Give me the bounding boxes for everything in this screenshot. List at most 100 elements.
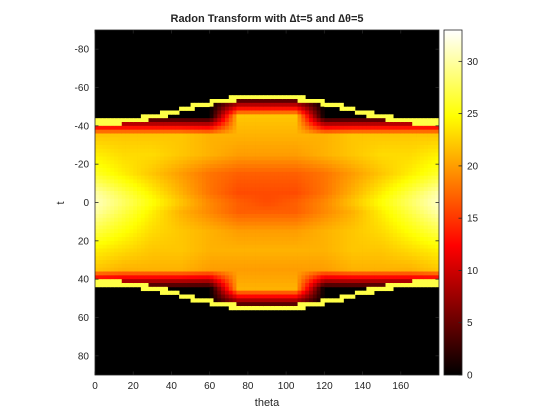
heat-cell — [435, 210, 439, 215]
heat-cell — [217, 110, 222, 115]
heat-cell — [347, 171, 352, 177]
heat-cell — [221, 152, 226, 157]
heat-cell — [427, 168, 432, 173]
heat-cell — [205, 217, 211, 223]
heat-cell — [228, 214, 233, 219]
heat-cell — [377, 152, 383, 157]
heat-cell — [156, 141, 161, 146]
heat-cell — [194, 283, 199, 288]
heat-cell — [98, 118, 104, 123]
heat-cell — [339, 194, 344, 200]
heat-cell — [366, 179, 371, 184]
heat-cell — [236, 168, 241, 173]
heat-cell — [152, 145, 157, 150]
heat-cell — [374, 229, 379, 234]
heat-cell — [335, 298, 341, 303]
heat-cell — [278, 294, 283, 299]
heat-cell — [251, 256, 256, 261]
heat-cell — [236, 256, 241, 261]
heat-cell — [110, 217, 115, 223]
heat-cell — [221, 248, 226, 253]
heat-cell — [362, 260, 367, 265]
heat-cell — [431, 214, 436, 219]
heat-cell — [144, 267, 149, 272]
heat-cell — [297, 164, 302, 169]
heat-cell — [137, 271, 142, 276]
heat-cell — [335, 171, 341, 177]
heat-cell — [423, 183, 428, 188]
heat-cell — [167, 148, 172, 154]
heat-cell — [366, 122, 371, 127]
heat-cell — [205, 183, 211, 188]
heat-cell — [106, 137, 111, 142]
heat-cell — [255, 156, 260, 161]
heat-cell — [412, 168, 417, 173]
heat-cell — [366, 206, 371, 211]
heat-cell — [263, 294, 268, 299]
heat-cell — [354, 267, 360, 272]
heat-cell — [228, 267, 233, 272]
heat-cell — [251, 210, 256, 215]
heat-cell — [95, 183, 100, 188]
heat-cell — [374, 137, 379, 142]
heat-cell — [431, 229, 436, 234]
heat-cell — [121, 179, 126, 184]
heat-cell — [148, 244, 153, 249]
heat-cell — [301, 202, 306, 207]
heat-cell — [182, 141, 188, 146]
heat-cell — [144, 217, 149, 223]
heat-cell — [351, 267, 356, 272]
heat-cell — [209, 286, 214, 292]
heat-cell — [159, 225, 165, 230]
heat-cell — [324, 171, 329, 177]
heat-cell — [274, 294, 279, 299]
heat-cell — [393, 125, 398, 131]
heat-cell — [121, 214, 126, 219]
heat-cell — [129, 145, 134, 150]
heat-cell — [209, 175, 214, 180]
heat-cell — [312, 175, 318, 180]
heat-cell — [309, 237, 314, 242]
heat-cell — [98, 148, 104, 154]
heat-cell — [194, 244, 199, 249]
heat-cell — [228, 171, 233, 177]
heat-cell — [259, 148, 264, 154]
heat-cell — [282, 194, 287, 200]
heat-cell — [228, 129, 233, 134]
heat-cell — [247, 145, 253, 150]
heat-cell — [267, 164, 272, 169]
heat-cell — [144, 194, 149, 200]
heat-cell — [232, 252, 237, 257]
heat-cell — [416, 221, 421, 226]
heat-cell — [217, 194, 222, 200]
heat-cell — [347, 221, 352, 226]
heat-cell — [431, 244, 436, 249]
heat-cell — [244, 137, 249, 142]
heat-cell — [270, 106, 276, 111]
heat-cell — [267, 183, 272, 188]
heat-cell — [393, 194, 398, 200]
heat-cell — [175, 283, 180, 288]
heat-cell — [408, 168, 413, 173]
heat-cell — [98, 225, 104, 230]
heat-cell — [137, 175, 142, 180]
heat-cell — [240, 260, 245, 265]
heat-cell — [335, 267, 341, 272]
heat-cell — [209, 210, 214, 215]
colorbar-tick-label: 30 — [467, 57, 479, 68]
heat-cell — [412, 133, 417, 138]
heat-cell — [316, 225, 321, 230]
heat-cell — [351, 229, 356, 234]
heat-cell — [186, 275, 191, 280]
heat-cell — [255, 225, 260, 230]
heat-cell — [95, 171, 100, 177]
heat-cell — [339, 171, 344, 177]
heat-cell — [236, 148, 241, 154]
heat-cell — [240, 152, 245, 157]
heat-cell — [301, 168, 306, 173]
heat-cell — [263, 164, 268, 169]
heat-cell — [309, 125, 314, 131]
heat-cell — [274, 95, 279, 100]
heat-cell — [98, 125, 104, 131]
heat-cell — [125, 240, 130, 246]
